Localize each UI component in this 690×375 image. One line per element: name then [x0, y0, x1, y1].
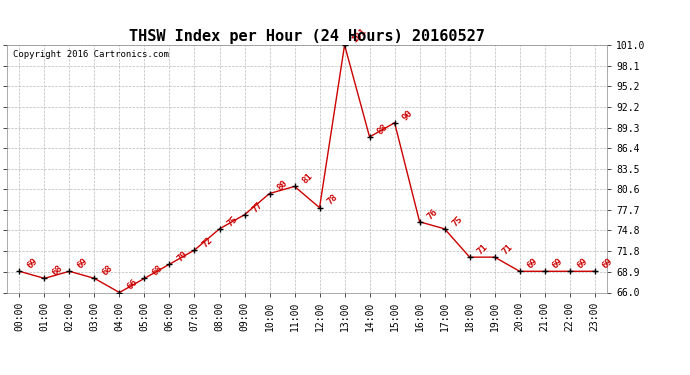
Text: 101: 101	[350, 27, 368, 44]
Text: 69: 69	[575, 256, 589, 270]
Text: 66: 66	[125, 278, 139, 292]
Text: 68: 68	[100, 264, 114, 278]
Text: 68: 68	[50, 264, 64, 278]
Text: 72: 72	[200, 236, 214, 249]
Title: THSW Index per Hour (24 Hours) 20160527: THSW Index per Hour (24 Hours) 20160527	[129, 29, 485, 44]
Text: 81: 81	[300, 172, 314, 186]
Text: 75: 75	[450, 214, 464, 228]
Text: 69: 69	[525, 256, 539, 270]
Text: 80: 80	[275, 179, 289, 193]
Text: 71: 71	[500, 242, 514, 256]
Text: 71: 71	[475, 242, 489, 256]
Text: 68: 68	[150, 264, 164, 278]
Text: 88: 88	[375, 122, 389, 136]
Text: Copyright 2016 Cartronics.com: Copyright 2016 Cartronics.com	[13, 50, 169, 59]
Text: 76: 76	[425, 207, 439, 221]
Text: 77: 77	[250, 200, 264, 214]
Text: 69: 69	[550, 256, 564, 270]
Text: 69: 69	[75, 256, 89, 270]
Text: 75: 75	[225, 214, 239, 228]
Text: 78: 78	[325, 193, 339, 207]
Text: 69: 69	[25, 256, 39, 270]
Text: 69: 69	[600, 256, 614, 270]
Text: 90: 90	[400, 108, 414, 122]
Text: 70: 70	[175, 249, 189, 263]
